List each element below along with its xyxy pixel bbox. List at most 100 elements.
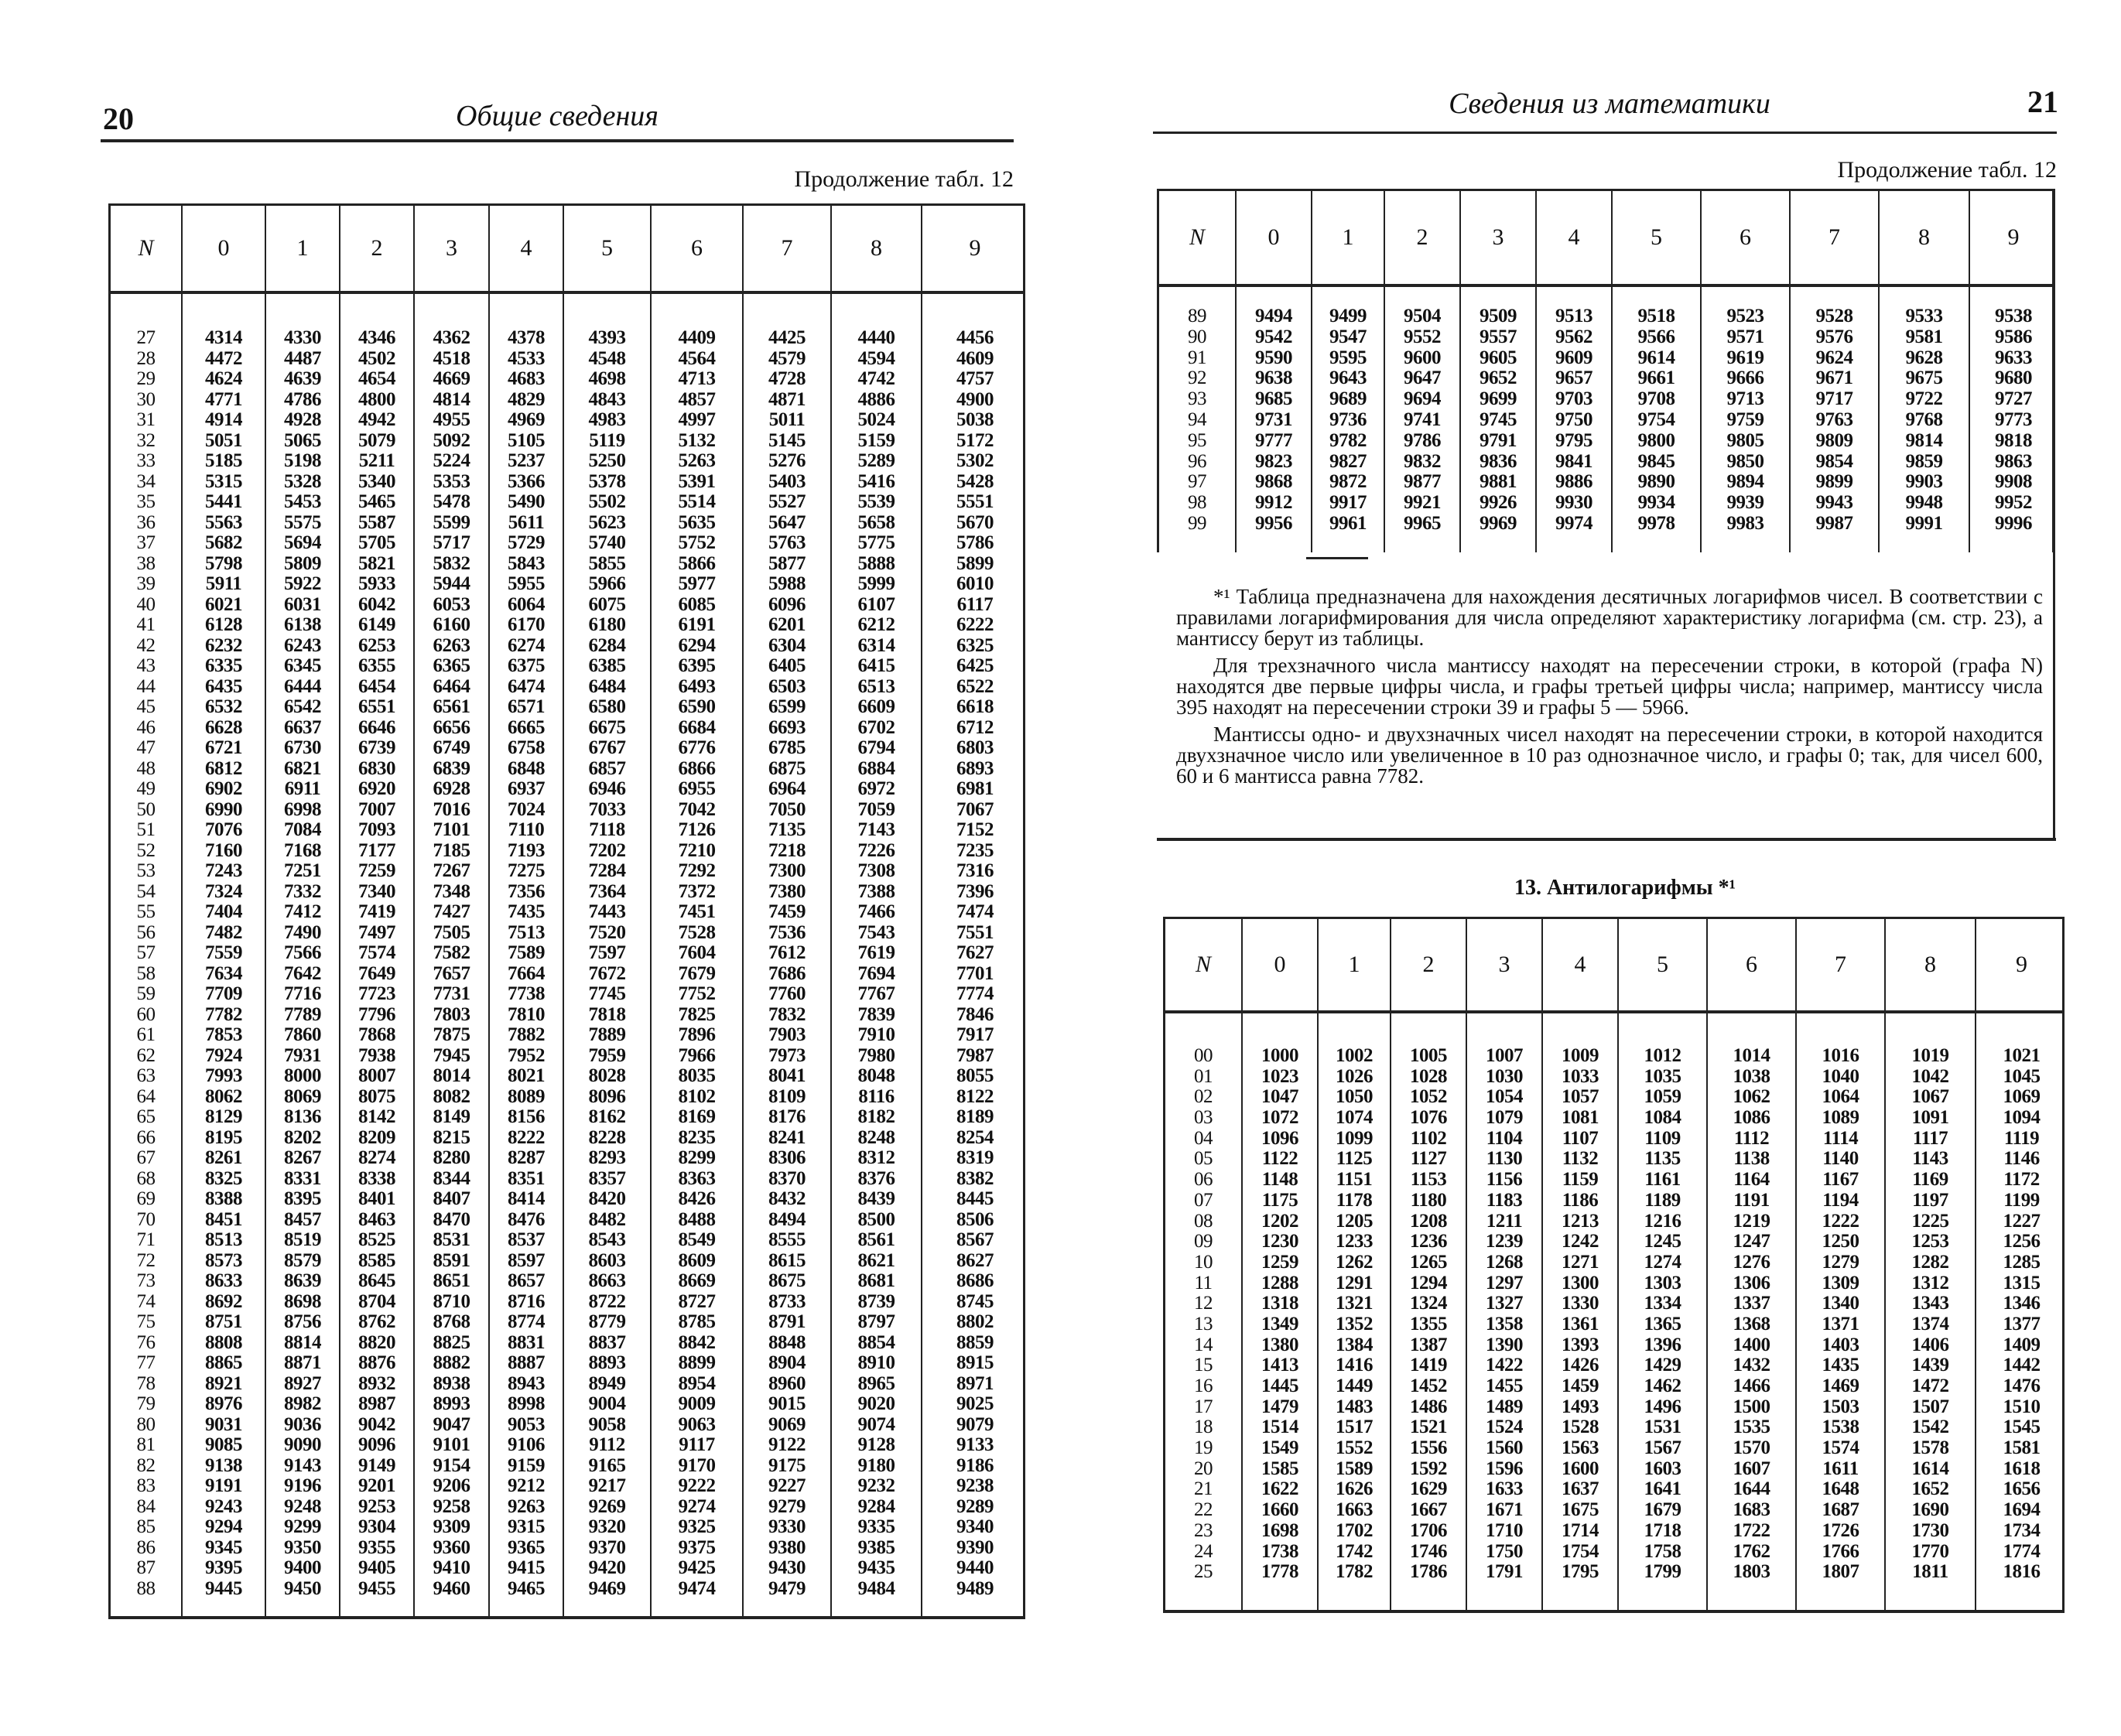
table-cell: 1483 [1336,1396,1374,1417]
table-cell: 1186 [1562,1189,1599,1211]
table-cell: 9814 [1905,429,1944,451]
table-cell: 9805 [1726,429,1765,451]
table-cell: 1140 [1822,1148,1859,1170]
table-cell: 9243 [205,1495,243,1517]
table-cell: 4533 [508,347,546,369]
table-cell: 5263 [678,450,717,471]
table-cell: 9159 [508,1454,546,1476]
table-cell: 7126 [678,819,717,840]
table-cell: 8215 [433,1126,471,1148]
column-header: N [111,206,183,291]
table-cell: 7059 [857,798,896,820]
table-cell: 7559 [205,942,243,963]
table-cell: 6021 [205,593,243,615]
table-cell: 9222 [678,1475,717,1496]
table-cell: 1259 [1261,1251,1299,1273]
value-column: 4378 4533 4683 4829 4969 5105 5237 5366 5490 5611… [490,294,564,1616]
table-cell: 1300 [1562,1272,1599,1293]
table-cell: 7443 [588,901,627,922]
table-cell: 5740 [588,532,627,553]
table-cell: 9685 [1255,388,1293,410]
table-cell: 1596 [1486,1457,1524,1479]
table-cell: 4502 [358,347,396,369]
table-cell: 8096 [588,1085,627,1107]
table-cell: 9542 [1255,326,1293,347]
table-cell: 4914 [205,409,243,430]
table-cell: 1469 [1822,1375,1860,1396]
table-cell: 9294 [205,1516,243,1537]
table-cell: 9425 [678,1557,717,1578]
table-cell: 8621 [857,1249,896,1271]
footnote: *¹ Таблица предназначена для нахождения … [1176,586,2043,787]
table-cell: 8228 [588,1126,627,1148]
table-cell: 1042 [1911,1065,1950,1087]
table-cell: 1618 [2003,1457,2041,1479]
header-rule [1153,132,2057,134]
row-label: 09 [1194,1231,1213,1252]
table-cell: 1656 [2003,1478,2041,1500]
table-cell: 1194 [1822,1189,1859,1211]
table-cell: 9253 [358,1495,396,1517]
table-cell: 1291 [1336,1272,1374,1293]
row-label: 11 [1194,1272,1213,1293]
table-cell: 8615 [768,1249,806,1271]
table-cell: 7597 [588,942,627,963]
row-label: 43 [136,655,156,676]
table-cell: 8549 [678,1229,717,1250]
table-cell: 9450 [284,1577,322,1599]
table-cell: 5328 [284,470,322,492]
table-cell: 7774 [956,983,994,1004]
table-cell: 1233 [1336,1231,1374,1252]
table-cell: 9063 [678,1413,717,1435]
table-cell: 9445 [205,1577,243,1599]
table-cell: 9009 [678,1393,717,1414]
table-cell: 1081 [1562,1107,1599,1129]
table-cell: 8414 [508,1188,546,1209]
table-cell: 9465 [508,1577,546,1599]
table-cell: 5682 [205,532,243,553]
table-cell: 1159 [1562,1169,1599,1191]
table-cell: 1084 [1644,1107,1682,1129]
table-cell: 7875 [433,1024,471,1045]
table-cell: 1538 [1822,1416,1860,1438]
table-cell: 9106 [508,1434,546,1455]
table-cell: 9943 [1815,492,1854,514]
table-cell: 6365 [433,655,471,676]
table-cell: 7528 [678,921,717,943]
table-cell: 8370 [768,1167,806,1189]
table-cell: 8363 [678,1167,717,1189]
table-cell: 8802 [956,1311,994,1332]
table-cell: 9238 [956,1475,994,1496]
table-cell: 7723 [358,983,396,1004]
table-cell: 1146 [2003,1148,2040,1170]
row-label: 34 [136,470,156,492]
row-label: 99 [1188,512,1207,534]
table-cell: 8657 [508,1270,546,1291]
table-cell: 9435 [857,1557,896,1578]
table-cell: 8312 [857,1147,896,1168]
table-cell: 8722 [588,1290,627,1312]
table-cell: 9894 [1726,471,1765,493]
table-cell: 5658 [857,511,896,533]
table-cell: 1074 [1336,1107,1374,1129]
table-cell: 6345 [284,655,322,676]
table-cell: 1219 [1733,1210,1771,1232]
table-cell: 6884 [857,757,896,779]
table-cell: 8774 [508,1311,546,1332]
table-cell: 7177 [358,839,396,861]
table-cell: 6405 [768,655,806,676]
table-cell: 1384 [1336,1334,1374,1355]
table-cell: 9699 [1480,388,1517,410]
table-cell: 1330 [1562,1293,1599,1314]
row-label: 62 [136,1044,156,1066]
column-header: 7 [1797,919,1886,1010]
table-cell: 8865 [205,1352,243,1373]
table-cell: 1570 [1733,1437,1771,1459]
table-cell: 9385 [857,1536,896,1558]
table-cell: 9983 [1726,512,1765,534]
table-cell: 6618 [956,696,994,717]
table-cell: 7973 [768,1044,806,1066]
table-cell: 8506 [956,1208,994,1230]
table-cell: 1045 [2003,1065,2041,1087]
table-cell: 1435 [1822,1355,1860,1376]
